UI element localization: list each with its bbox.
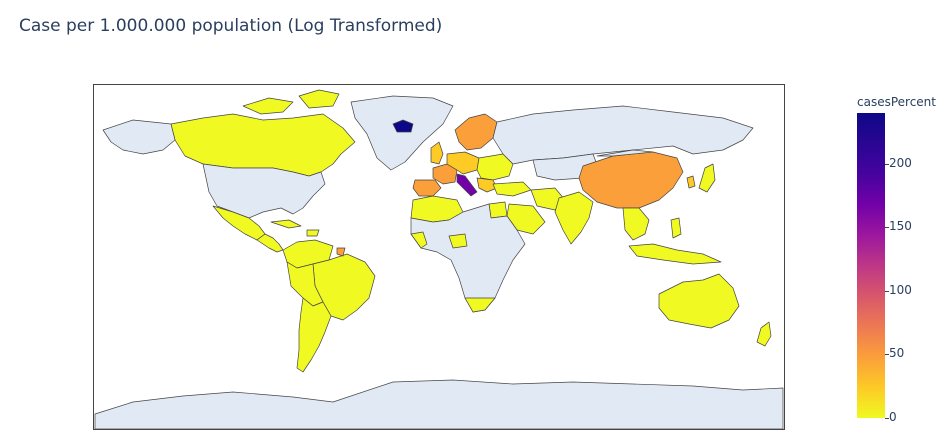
country-greenland[interactable] bbox=[350, 95, 454, 171]
country-balkans[interactable] bbox=[476, 177, 498, 193]
country-new-zealand[interactable] bbox=[756, 321, 772, 347]
country-central-africa[interactable] bbox=[448, 233, 468, 249]
country-italy[interactable] bbox=[456, 173, 478, 197]
country-argentina-chile[interactable] bbox=[296, 297, 332, 373]
country-cuba[interactable] bbox=[270, 219, 302, 229]
colorbar-tick-label: 0 bbox=[889, 410, 897, 424]
country-japan[interactable] bbox=[698, 163, 716, 193]
country-usa-alaska[interactable] bbox=[102, 119, 176, 155]
country-west-africa[interactable] bbox=[410, 231, 428, 249]
colorbar-tick-line bbox=[885, 290, 889, 292]
country-uk[interactable] bbox=[430, 141, 444, 165]
colorbar-tick-line bbox=[885, 354, 889, 356]
country-australia[interactable] bbox=[658, 273, 740, 329]
country-iceland[interactable] bbox=[392, 119, 414, 133]
country-india[interactable] bbox=[554, 191, 594, 245]
country-usa[interactable] bbox=[202, 163, 326, 219]
colorbar-title: casesPercent bbox=[857, 95, 936, 109]
country-russia[interactable] bbox=[492, 105, 754, 165]
world-map[interactable] bbox=[93, 84, 785, 430]
colorbar-tick-label: 200 bbox=[889, 155, 912, 170]
country-korea[interactable] bbox=[686, 175, 696, 189]
country-egypt[interactable] bbox=[488, 201, 508, 219]
colorbar-tick-line bbox=[885, 163, 889, 165]
colorbar-tick-line bbox=[885, 418, 889, 419]
colorbar-tick-line bbox=[885, 227, 889, 229]
country-africa[interactable] bbox=[410, 203, 526, 313]
country-southeast-asia[interactable] bbox=[622, 207, 650, 241]
country-philippines[interactable] bbox=[670, 217, 682, 239]
country-dominican[interactable] bbox=[306, 229, 320, 237]
colorbar-tick-label: 50 bbox=[889, 346, 905, 361]
country-central-america[interactable] bbox=[256, 233, 284, 253]
colorbar-tick-label: 100 bbox=[889, 282, 912, 297]
country-indonesia[interactable] bbox=[628, 243, 722, 265]
country-south-africa[interactable] bbox=[464, 297, 496, 313]
country-canada-islands[interactable] bbox=[242, 89, 340, 115]
country-turkey[interactable] bbox=[492, 181, 532, 197]
country-french-guiana[interactable] bbox=[336, 247, 346, 257]
country-mongolia[interactable] bbox=[596, 149, 654, 157]
colorbar-gradient bbox=[857, 113, 885, 418]
country-antarctica[interactable] bbox=[94, 379, 784, 430]
country-germany-central[interactable] bbox=[446, 151, 480, 175]
chart-title: Case per 1.000.000 population (Log Trans… bbox=[19, 16, 443, 36]
colorbar-tick-label: 150 bbox=[889, 219, 912, 234]
